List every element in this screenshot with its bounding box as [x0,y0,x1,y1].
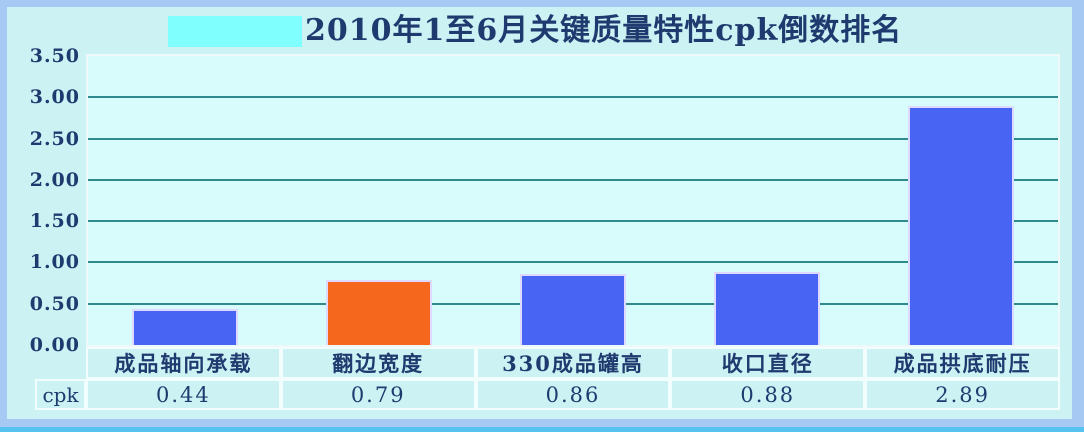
cpk-value-cell: 0.88 [670,379,866,410]
gridline [88,137,1058,140]
gridline [88,220,1058,223]
category-cell: 收口直径 [670,347,866,379]
bar-成品拱底耐压 [908,106,1014,345]
category-row: 成品轴向承载 翻边宽度 330成品罐高 收口直径 成品拱底耐压 [86,347,1060,379]
bar-收口直径 [714,272,820,345]
y-tick-label: 1.50 [29,210,80,233]
category-cell: 成品轴向承载 [86,347,281,379]
y-tick-label: 0.50 [29,292,80,315]
chart-panel: 2010年1至6月关键质量特性cpk倒数排名 3.50 3.00 2.50 2.00 1… [7,7,1072,419]
cpk-value-cell: 0.79 [280,379,476,410]
bottom-accent-strip [0,427,1084,432]
cpk-row-label: cpk [35,379,86,410]
y-tick-label: 3.50 [29,45,80,67]
cpk-value-cell: 0.86 [475,379,671,410]
bar-成品轴向承载 [132,308,238,345]
plot-area [86,54,1060,347]
bar-翻边宽度 [326,279,432,345]
y-tick-label: 1.00 [29,251,80,274]
y-tick-label: 3.00 [29,86,80,109]
bar-330成品罐高 [520,274,626,345]
cpk-value-cell: 2.89 [865,379,1060,410]
gridline [88,96,1058,99]
category-cell: 330成品罐高 [475,347,671,379]
category-cell: 成品拱底耐压 [865,347,1060,379]
cpk-value-row: 0.44 0.79 0.86 0.88 2.89 [86,379,1060,410]
gridline [88,261,1058,264]
y-tick-label: 2.50 [29,127,80,150]
category-cell: 翻边宽度 [280,347,476,379]
gridline [88,178,1058,181]
title-highlight-rect [168,16,302,47]
y-tick-label: 0.00 [29,334,80,356]
chart-title: 2010年1至6月关键质量特性cpk倒数排名 [305,13,903,48]
cpk-value-cell: 0.44 [86,379,281,410]
y-tick-label: 2.00 [29,168,80,191]
